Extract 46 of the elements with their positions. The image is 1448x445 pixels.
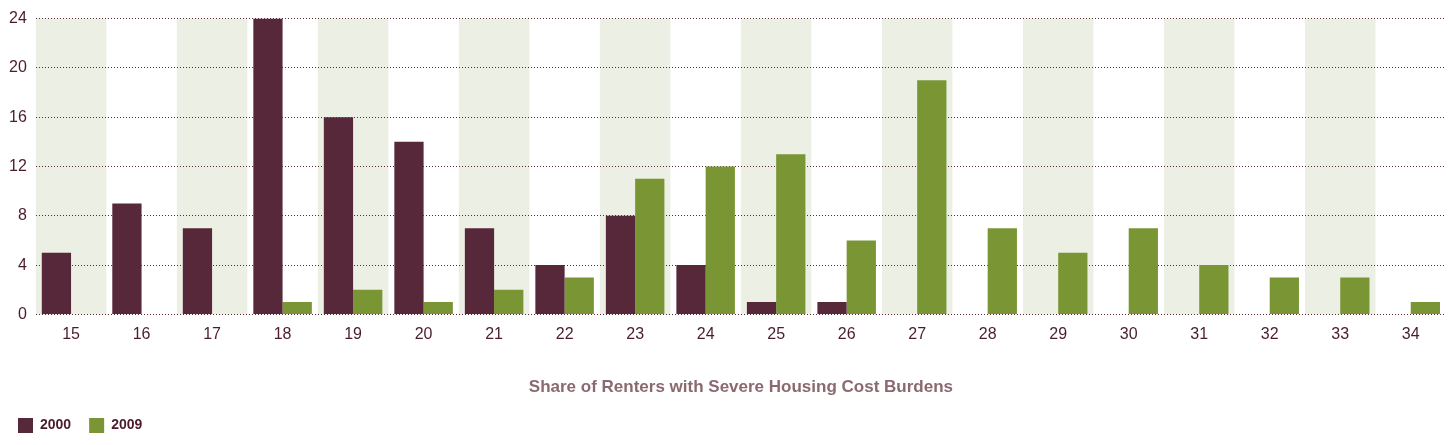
bar bbox=[705, 166, 735, 314]
x-tick-label: 15 bbox=[62, 325, 81, 343]
y-tick-label: 24 bbox=[9, 9, 27, 27]
x-axis-title: Share of Renters with Severe Housing Cost Burdens bbox=[528, 377, 953, 397]
bar bbox=[1058, 252, 1088, 314]
y-tick-label: 12 bbox=[9, 156, 27, 174]
y-tick-label: 16 bbox=[9, 107, 27, 125]
legend-label: 2009 bbox=[111, 416, 143, 433]
bar bbox=[494, 289, 524, 314]
bar bbox=[1128, 228, 1158, 314]
x-tick-label: 19 bbox=[344, 325, 363, 343]
bar bbox=[353, 289, 383, 314]
legend-label: 2000 bbox=[40, 416, 72, 433]
bar bbox=[1199, 265, 1229, 314]
x-tick-label: 30 bbox=[1119, 325, 1138, 343]
x-tick-label: 34 bbox=[1401, 325, 1420, 343]
x-tick-label: 21 bbox=[485, 325, 504, 343]
bar bbox=[987, 228, 1017, 314]
x-tick-label: 23 bbox=[626, 325, 645, 343]
x-tick-label: 28 bbox=[978, 325, 997, 343]
y-tick-label: 20 bbox=[9, 58, 27, 76]
x-tick-label: 29 bbox=[1049, 325, 1068, 343]
x-tick-label: 17 bbox=[203, 325, 222, 343]
bar bbox=[564, 277, 594, 314]
x-tick-label: 27 bbox=[908, 325, 927, 343]
x-tick-label: 20 bbox=[414, 325, 433, 343]
x-tick-label: 18 bbox=[273, 325, 292, 343]
x-tick-label: 32 bbox=[1260, 325, 1279, 343]
x-tick-label: 33 bbox=[1331, 325, 1350, 343]
x-tick-label: 22 bbox=[555, 325, 574, 343]
bar bbox=[1410, 302, 1441, 314]
x-tick-label: 26 bbox=[837, 325, 856, 343]
y-tick-label: 0 bbox=[17, 304, 27, 322]
bar bbox=[282, 302, 312, 314]
bar bbox=[846, 240, 876, 314]
x-tick-label: 16 bbox=[132, 325, 151, 343]
y-tick-label: 4 bbox=[17, 255, 27, 273]
bar bbox=[776, 154, 806, 314]
bar bbox=[423, 302, 453, 314]
x-tick-label: 24 bbox=[696, 325, 715, 343]
x-tick-label: 31 bbox=[1190, 325, 1209, 343]
bar bbox=[635, 178, 665, 314]
x-tick-label: 25 bbox=[767, 325, 786, 343]
y-tick-label: 8 bbox=[17, 206, 27, 224]
bar bbox=[1269, 277, 1299, 314]
bar bbox=[1340, 277, 1370, 314]
